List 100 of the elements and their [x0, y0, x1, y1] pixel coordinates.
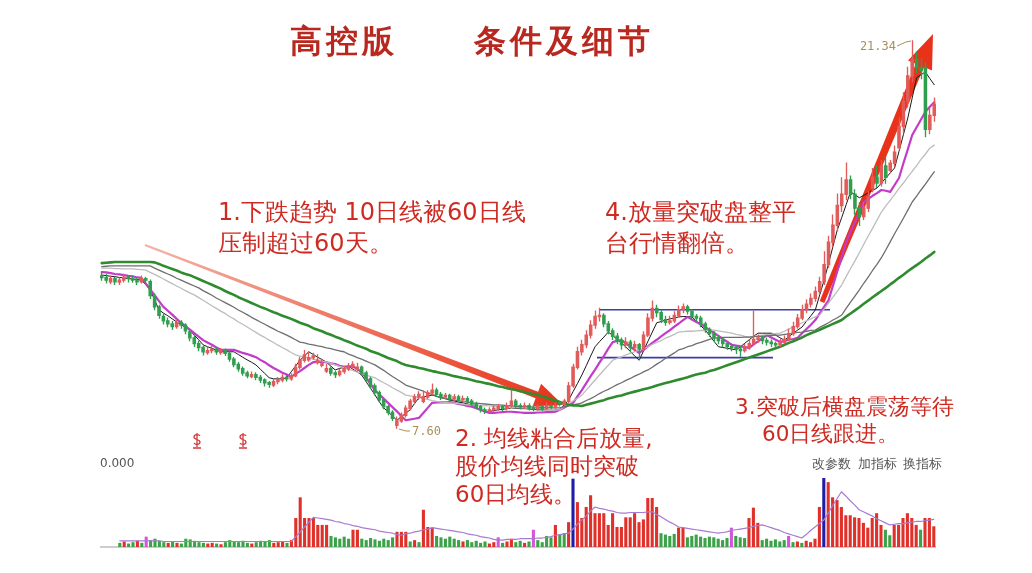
bar — [118, 542, 122, 547]
candlestick — [113, 276, 117, 286]
bar — [835, 500, 839, 547]
bar — [373, 539, 377, 547]
bar — [492, 542, 496, 547]
bar — [514, 542, 518, 547]
candlestick — [324, 363, 329, 373]
bar — [505, 541, 509, 547]
candlestick — [99, 272, 104, 281]
candlestick — [778, 338, 782, 348]
candlestick — [500, 404, 505, 412]
candlestick — [258, 375, 263, 384]
candlestick — [765, 337, 769, 346]
bar — [699, 536, 703, 547]
bar — [536, 540, 540, 547]
bar — [685, 537, 689, 547]
bar — [848, 515, 852, 547]
bar — [549, 537, 553, 547]
bar — [377, 540, 381, 547]
candlestick — [773, 341, 778, 349]
candlestick — [205, 346, 210, 355]
bar — [553, 524, 557, 547]
bar — [883, 529, 887, 547]
bar — [391, 537, 395, 547]
candlestick — [558, 401, 562, 407]
bar — [800, 542, 804, 547]
candlestick — [417, 391, 421, 401]
bar — [276, 542, 280, 547]
annotation: 21.34 — [859, 39, 896, 53]
candlestick — [760, 335, 765, 345]
candlestick — [117, 277, 122, 286]
bar — [694, 534, 698, 547]
bar — [751, 507, 755, 547]
candlestick — [456, 394, 461, 403]
candlestick — [139, 275, 144, 284]
candlestick — [690, 308, 694, 321]
candlestick — [879, 159, 884, 187]
bar — [914, 524, 918, 547]
text: 换指标 — [903, 456, 942, 471]
bar — [307, 518, 311, 547]
bar — [791, 542, 795, 547]
candlestick — [875, 165, 879, 188]
candlestick — [769, 339, 774, 348]
candlestick — [108, 275, 113, 285]
candlestick — [214, 346, 219, 355]
bar — [452, 538, 456, 547]
bar — [395, 531, 399, 547]
candlestick — [483, 407, 487, 414]
candlestick — [130, 275, 135, 283]
candlestick — [522, 402, 527, 409]
candlestick — [166, 317, 170, 328]
bar — [135, 540, 139, 547]
candlestick — [884, 156, 888, 184]
candlestick — [751, 310, 756, 346]
candlestick — [135, 277, 139, 286]
bar — [892, 524, 896, 547]
candlestick — [351, 361, 355, 370]
bar — [461, 541, 465, 547]
candlestick — [421, 390, 426, 404]
bar — [527, 541, 531, 547]
candlestick — [668, 315, 672, 325]
bar — [738, 537, 742, 547]
candlestick — [346, 363, 351, 372]
bar — [773, 539, 777, 547]
candlestick — [439, 392, 443, 401]
bar — [245, 542, 249, 547]
candlestick — [619, 337, 624, 350]
candlestick — [474, 401, 478, 410]
bar — [611, 513, 615, 547]
bar — [457, 540, 461, 547]
bar — [479, 542, 483, 547]
bar — [725, 538, 729, 547]
bar — [483, 541, 487, 547]
bar — [677, 527, 681, 547]
candlestick — [721, 337, 725, 348]
bar — [716, 538, 720, 547]
bar — [219, 544, 223, 547]
candlestick — [262, 378, 267, 387]
bar — [729, 527, 733, 547]
candlestick — [144, 276, 148, 283]
candlestick — [148, 279, 152, 300]
bar — [439, 537, 443, 547]
candlestick — [355, 362, 360, 372]
bar — [360, 538, 364, 547]
candlestick — [311, 352, 315, 360]
bar — [435, 535, 439, 547]
bar — [162, 542, 166, 547]
candlestick — [236, 361, 241, 372]
bar — [672, 533, 676, 547]
bar — [628, 517, 632, 547]
candlestick — [126, 275, 130, 283]
bar — [558, 534, 562, 547]
bar — [721, 540, 725, 547]
bar — [681, 527, 685, 547]
bar — [364, 540, 368, 547]
candlestick — [210, 345, 214, 354]
bar — [769, 540, 773, 547]
bar — [448, 536, 452, 547]
bar — [421, 509, 425, 547]
bar — [523, 542, 527, 547]
